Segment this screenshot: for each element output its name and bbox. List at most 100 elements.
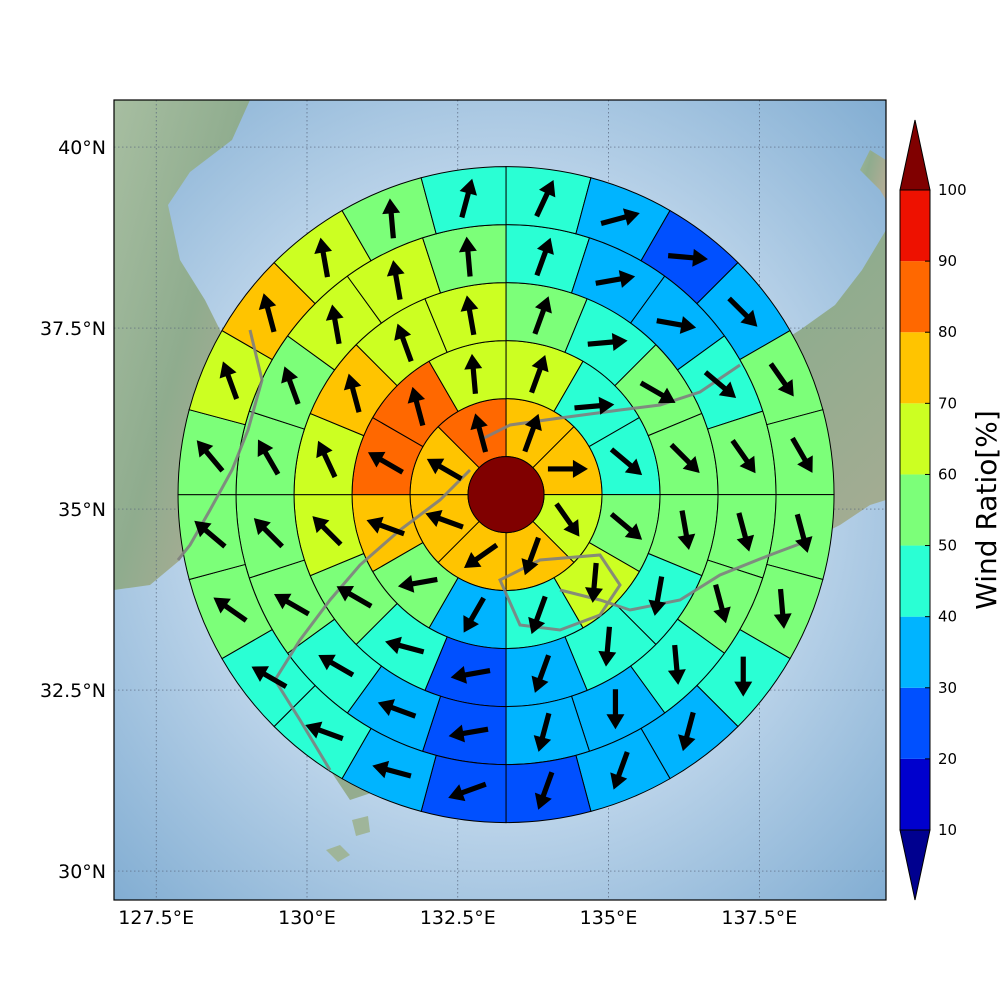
wind-arrow [531, 654, 552, 693]
wind-arrow [609, 447, 643, 476]
wind-arrow [734, 656, 753, 697]
lat-tick-label: 37.5°N [40, 318, 106, 340]
wind-arrow [606, 689, 625, 730]
lon-tick-label: 132.5°E [420, 907, 496, 929]
colorbar-title: Wind Ratio[%] [970, 410, 1000, 610]
wind-arrow [656, 316, 697, 334]
wind-arrow [703, 370, 737, 399]
colorbar-segment [900, 403, 930, 475]
wind-arrow [667, 644, 686, 685]
wind-arrow [394, 323, 414, 363]
wind-arrow [448, 724, 489, 743]
wind-arrow [407, 386, 426, 427]
wind-arrow [312, 516, 343, 547]
wind-arrow [532, 296, 552, 335]
wind-arrow [464, 353, 483, 394]
wind-arrow [730, 438, 756, 474]
wind-arrow [639, 380, 676, 404]
wind-arrow [521, 536, 541, 576]
wind-arrow [677, 510, 696, 550]
colorbar-tick-label: 90 [938, 252, 957, 270]
sector-cell [420, 166, 507, 235]
wind-arrow [533, 712, 552, 752]
wind-arrow [448, 781, 487, 802]
wind-arrow [463, 596, 486, 633]
wind-arrow [574, 396, 615, 415]
wind-arrow [343, 373, 362, 413]
wind-arrow [534, 180, 556, 218]
wind-arrow [366, 516, 405, 537]
wind-arrow [194, 520, 227, 549]
wind-arrow [790, 436, 813, 473]
wind-arrow [397, 574, 438, 593]
wind-arrow [336, 585, 373, 609]
lat-tick-label: 35°N [58, 499, 106, 521]
wind-arrow [528, 595, 548, 635]
wind-arrow [585, 562, 603, 603]
wind-arrow [372, 760, 412, 779]
wind-arrow [534, 771, 555, 810]
wind-arrow [425, 510, 464, 530]
wind-arrow [382, 198, 401, 239]
wind-arrow [678, 711, 696, 752]
colorbar-tick-label: 80 [938, 323, 957, 341]
wind-arrow [522, 413, 542, 453]
wind-arrow [470, 413, 489, 453]
wind-arrow [610, 751, 630, 790]
land-island-south-2 [352, 816, 370, 836]
wind-arrows [194, 178, 813, 810]
colorbar-tick-label: 50 [938, 537, 957, 555]
wind-arrow [213, 597, 248, 623]
wind-arrow [529, 355, 549, 394]
colorbar: 10 20 30 40 50 60 70 80 90 100 [899, 119, 967, 901]
lon-tick-label: 137.5°E [721, 907, 797, 929]
lon-tick-label: 135°E [580, 907, 638, 929]
center-value-disk [467, 456, 545, 534]
wind-arrow [464, 542, 499, 568]
wind-arrow [768, 362, 794, 397]
land-northeast-japan [860, 100, 886, 200]
colorbar-tick-label: 100 [938, 181, 967, 199]
wind-arrow [219, 361, 240, 400]
colorbar-segment [900, 190, 930, 262]
colorbar-over-triangle [899, 119, 931, 191]
land-island-south [326, 845, 350, 862]
colorbar-tick-label: 10 [938, 821, 957, 839]
wind-arrow [377, 699, 417, 719]
colorbar-segment [900, 616, 930, 688]
wind-arrow [609, 512, 643, 540]
colorbar-tick-label: 20 [938, 750, 957, 768]
wind-arrow [547, 459, 588, 478]
wind-arrow [316, 440, 338, 479]
wind-arrow [587, 333, 628, 351]
wind-arrow [325, 304, 344, 345]
coastline-overlay [176, 329, 811, 771]
wind-arrow [367, 451, 404, 475]
wind-arrow [554, 502, 580, 537]
wind-arrow [257, 439, 281, 476]
wind-arrow [667, 248, 708, 267]
colorbar-segment [900, 687, 930, 759]
colorbar-tick-label: 30 [938, 679, 957, 697]
wind-arrow [253, 518, 284, 549]
wind-arrow [426, 458, 463, 482]
wind-arrow [459, 178, 477, 219]
wind-arrow [600, 208, 640, 227]
wind-arrow [598, 626, 617, 667]
wind-arrow [460, 295, 479, 336]
wind-arrow [534, 237, 554, 277]
wind-arrow [450, 666, 491, 684]
lon-tick-label: 130°E [278, 907, 336, 929]
wind-arrow [736, 512, 755, 552]
wind-arrow [713, 583, 731, 624]
colorbar-under-triangle [899, 829, 931, 901]
wind-arrow [648, 576, 667, 616]
lat-tick-label: 32.5°N [40, 680, 106, 702]
colorbar-segment [900, 261, 930, 333]
wind-arrow [273, 593, 310, 617]
wind-arrow [727, 296, 758, 327]
latitude-tick-labels: 30°N 32.5°N 35°N 37.5°N 40°N [40, 137, 106, 883]
colorbar-frame [899, 189, 931, 831]
wind-arrow [314, 237, 333, 278]
wind-arrow [773, 588, 792, 629]
